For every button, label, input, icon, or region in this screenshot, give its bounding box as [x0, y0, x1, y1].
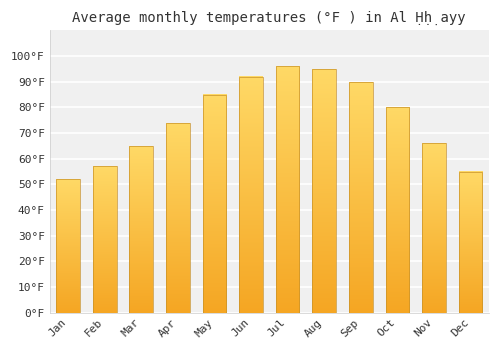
Bar: [422, 143, 446, 313]
Title: Average monthly temperatures (°F ) in Al Ḥḥ̣ayy: Average monthly temperatures (°F ) in Al…: [72, 11, 466, 25]
Bar: [92, 166, 116, 313]
Bar: [202, 94, 226, 313]
Bar: [386, 107, 409, 313]
Bar: [349, 82, 372, 313]
Bar: [312, 69, 336, 313]
Bar: [239, 77, 263, 313]
Bar: [166, 123, 190, 313]
Bar: [276, 66, 299, 313]
Bar: [56, 179, 80, 313]
Bar: [458, 172, 482, 313]
Bar: [130, 146, 153, 313]
